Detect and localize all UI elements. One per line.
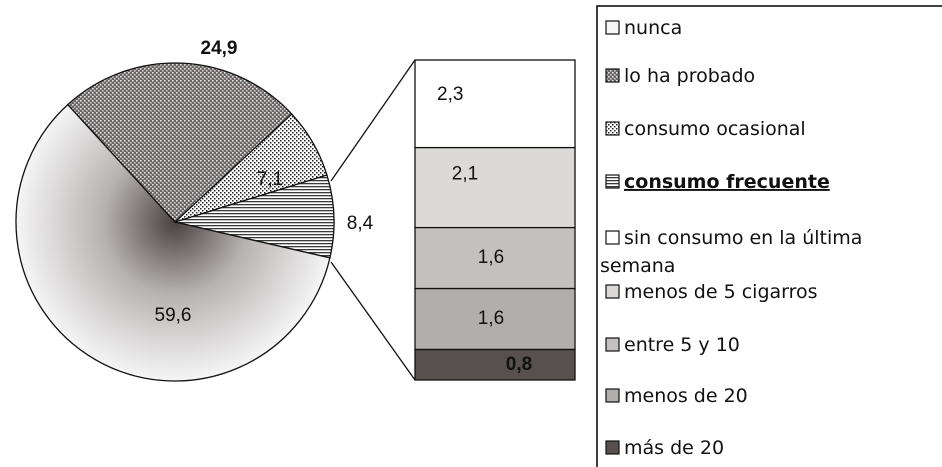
bar-data-label: 2,1 [452, 164, 478, 185]
bar-data-label: 1,6 [478, 247, 504, 268]
pie-data-label: 7,1 [257, 169, 283, 190]
legend-swatch [605, 20, 620, 35]
legend-swatch [605, 230, 620, 245]
connector-line-top [330, 59, 416, 182]
legend-label: consumo frecuente [624, 171, 830, 193]
bar-segment [414, 287, 576, 351]
bar-data-label: 1,6 [478, 308, 504, 329]
bar-data-label: 0,8 [506, 354, 532, 375]
legend-label: entre 5 y 10 [624, 334, 740, 356]
connector-lines [330, 59, 416, 381]
pie-slice-consumo-ocasional [174, 113, 328, 223]
pie-data-label: 8,4 [347, 213, 374, 234]
pie-slice-lo-ha-probado [66, 62, 293, 223]
bar-data-label: 2,3 [437, 84, 463, 105]
pie-data-label: 24,9 [201, 38, 238, 59]
legend-label: menos de 20 [624, 385, 748, 407]
legend-label: más de 20 [624, 437, 724, 459]
connector-line-bottom [330, 261, 416, 381]
bar-segment [414, 59, 576, 149]
legend-swatch [605, 121, 620, 136]
legend-swatch [605, 388, 620, 403]
legend-label: nunca [624, 17, 682, 39]
legend-label: consumo ocasional [624, 118, 806, 140]
legend-swatch [605, 284, 620, 299]
bar-segment [414, 226, 576, 290]
bar-segment [414, 348, 576, 381]
bar-of-pie: 2,3 2,1 1,6 1,6 0,8 [414, 59, 576, 381]
legend-label: lo ha probado [624, 65, 755, 87]
bar-segment [414, 146, 576, 229]
pie-slice-nunca [15, 103, 331, 382]
legend-frame [596, 5, 942, 467]
legend-swatch [605, 440, 620, 455]
legend-label: semana [600, 255, 675, 277]
pie: 59,6 24,9 7,1 8,4 [15, 38, 374, 382]
legend-label: sin consumo en la última [624, 227, 862, 249]
legend-swatch [605, 174, 620, 189]
legend-label: menos de 5 cigarros [624, 281, 818, 303]
legend-swatch [605, 68, 620, 83]
legend-swatch [605, 337, 620, 352]
pie-data-label: 59,6 [155, 305, 192, 326]
legend: nunca lo ha probado consumo ocasional consu… [596, 5, 942, 467]
